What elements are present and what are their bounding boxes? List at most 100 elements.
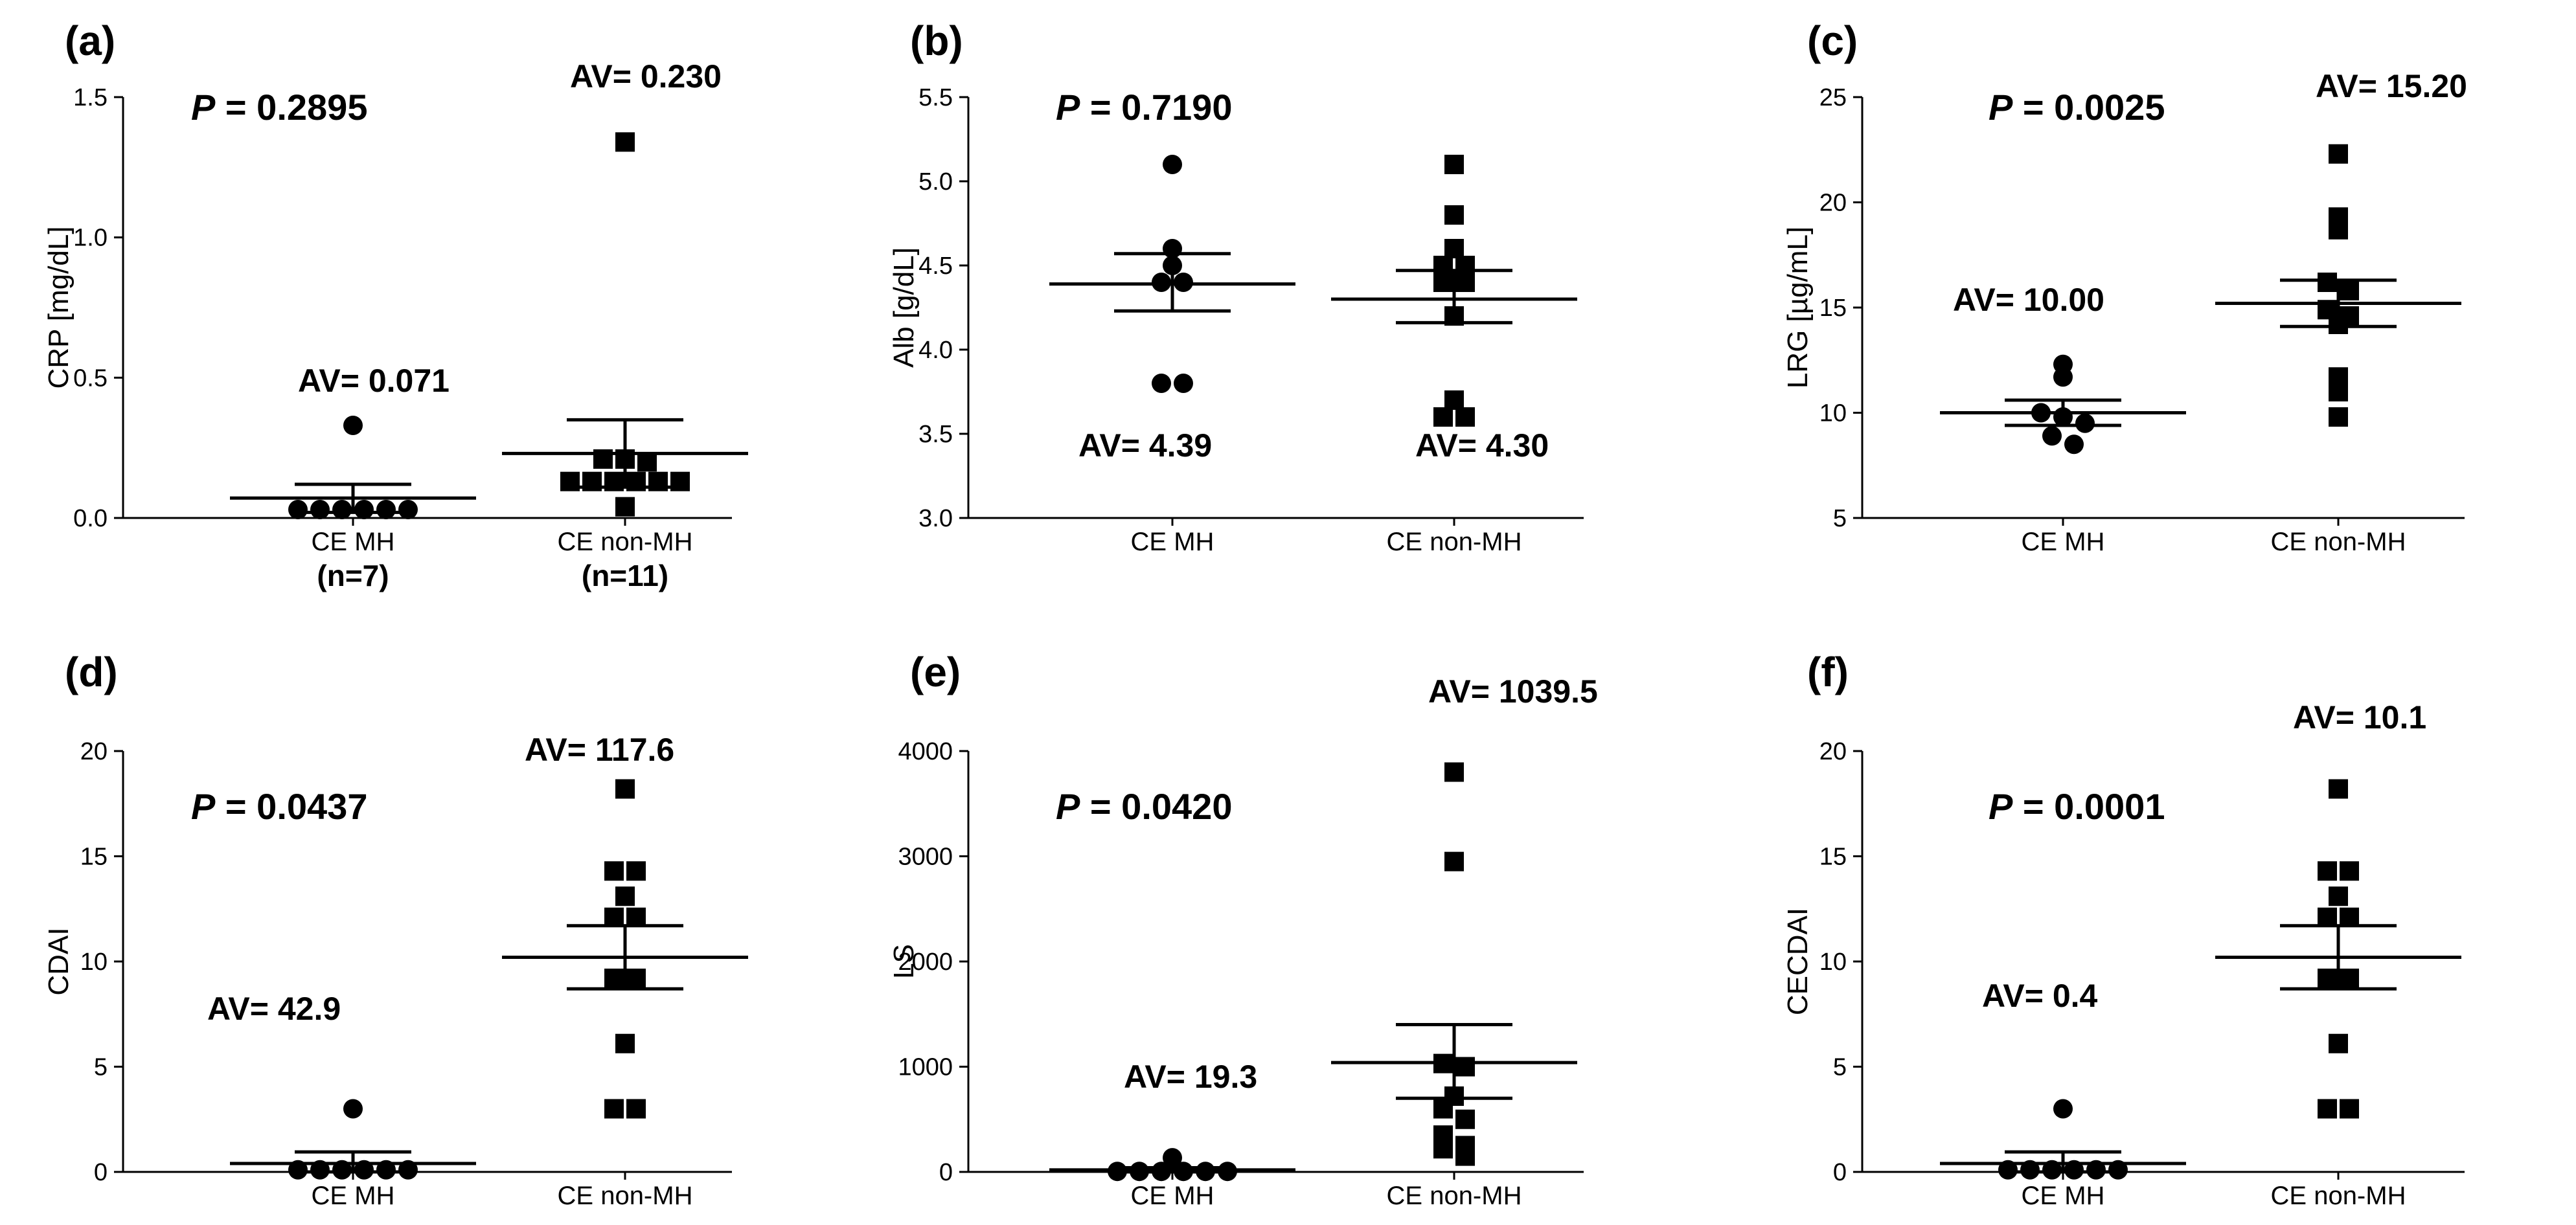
panel-label: (d) (65, 649, 118, 695)
data-point (2064, 1160, 2084, 1180)
panel-label: (a) (65, 17, 115, 64)
data-point (2053, 1099, 2073, 1119)
data-point (1444, 239, 1464, 258)
data-point (604, 861, 624, 881)
data-point (604, 969, 624, 988)
y-tick-label: 3.0 (918, 505, 953, 532)
data-point (670, 471, 690, 491)
data-point (1444, 390, 1464, 410)
y-tick-label: 5 (1833, 505, 1847, 532)
y-axis-label: CDAI (43, 927, 74, 995)
p-symbol: P (1989, 786, 2013, 827)
data-point (1433, 407, 1453, 427)
data-point (1196, 1162, 1215, 1182)
data-point (2329, 407, 2348, 427)
data-point (310, 1160, 330, 1180)
data-point (604, 907, 624, 927)
data-point (2340, 1099, 2359, 1119)
panel-label: (b) (910, 17, 963, 64)
y-tick-label: 4000 (898, 738, 953, 765)
data-point (626, 907, 646, 927)
data-point (1433, 256, 1453, 275)
panel-label: (f) (1807, 649, 1849, 695)
data-point (2318, 1099, 2337, 1119)
p-value-text: = 0.2895 (215, 87, 367, 128)
y-tick-label: 1.5 (73, 84, 108, 111)
data-point (376, 1160, 396, 1180)
y-tick-label: 0 (1833, 1159, 1847, 1186)
average-label: AV= 0.4 (1982, 978, 2098, 1014)
data-point (310, 500, 330, 519)
p-value: P = 0.0437 (191, 786, 367, 827)
average-label: AV= 10.00 (1953, 282, 2104, 318)
p-symbol: P (191, 87, 216, 128)
data-point (626, 471, 646, 491)
data-point (1444, 155, 1464, 174)
y-tick-label: 15 (80, 844, 108, 871)
data-point (2340, 907, 2359, 927)
group-n-label: (n=7) (317, 559, 389, 592)
data-point (593, 449, 613, 469)
data-point (398, 1160, 418, 1180)
y-tick-label: 10 (1819, 400, 1847, 427)
p-symbol: P (1056, 87, 1080, 128)
data-point (1455, 1109, 1475, 1129)
data-point (2108, 1160, 2128, 1180)
data-point (1433, 1139, 1453, 1159)
y-axis-label: LRG [µg/mL] (1782, 227, 1814, 388)
data-point (615, 779, 635, 799)
y-tick-label: 20 (1819, 738, 1847, 765)
data-point (1130, 1162, 1149, 1182)
p-symbol: P (1989, 87, 2013, 128)
p-value-text: = 0.0001 (2012, 786, 2165, 827)
data-point (615, 1033, 635, 1053)
y-tick-label: 5 (94, 1054, 108, 1081)
average-label: AV= 1039.5 (1428, 673, 1598, 710)
data-point (1444, 306, 1464, 326)
x-category-label: CE non-MH (2271, 1182, 2406, 1210)
p-value: P = 0.0420 (1056, 786, 1232, 827)
data-point (332, 500, 352, 519)
panel-d: (d) 0 5 10 15 20 CDAI P = 0.0437 CE MH AV= 42.9 CE… (43, 649, 748, 1210)
group-n-label: (n=11) (582, 559, 668, 592)
x-category-label: CE MH (312, 1182, 395, 1210)
y-tick-label: 2000 (898, 949, 953, 976)
x-category-label: CE non-MH (558, 528, 693, 556)
data-point (1444, 851, 1464, 871)
data-point (615, 886, 635, 906)
data-point (1433, 273, 1453, 292)
y-tick-label: 5 (1833, 1054, 1847, 1081)
p-symbol: P (1056, 786, 1080, 827)
y-tick-label: 4.5 (918, 253, 953, 280)
data-point (1163, 256, 1182, 275)
average-label: AV= 19.3 (1124, 1059, 1257, 1095)
data-point (1998, 1160, 2018, 1180)
data-point (1152, 273, 1171, 292)
data-point (626, 969, 646, 988)
y-tick-label: 25 (1819, 84, 1847, 111)
data-point (2318, 969, 2337, 988)
data-point (2329, 315, 2348, 334)
data-point (1444, 205, 1464, 225)
p-value: P = 0.0025 (1989, 87, 2165, 128)
data-point (604, 1099, 624, 1119)
x-category-label: CE non-MH (558, 1182, 693, 1210)
y-tick-label: 1.0 (73, 225, 108, 252)
p-symbol: P (191, 786, 216, 827)
y-axis-label: CRP [mg/dL] (43, 226, 74, 388)
p-value-text: = 0.7190 (1080, 87, 1232, 128)
data-point (1174, 273, 1193, 292)
data-point (2086, 1160, 2106, 1180)
x-category-label: CE non-MH (1387, 1182, 1522, 1210)
data-point (1163, 239, 1182, 258)
data-point (2318, 273, 2337, 292)
data-point (1174, 1162, 1193, 1182)
average-label: AV= 0.230 (570, 58, 722, 95)
data-point (604, 471, 624, 491)
panel-label: (e) (910, 649, 961, 695)
y-tick-label: 3.5 (918, 421, 953, 448)
data-point (2340, 969, 2359, 988)
x-category-label: CE MH (1131, 528, 1214, 556)
data-point (648, 471, 668, 491)
data-point (2042, 426, 2062, 446)
